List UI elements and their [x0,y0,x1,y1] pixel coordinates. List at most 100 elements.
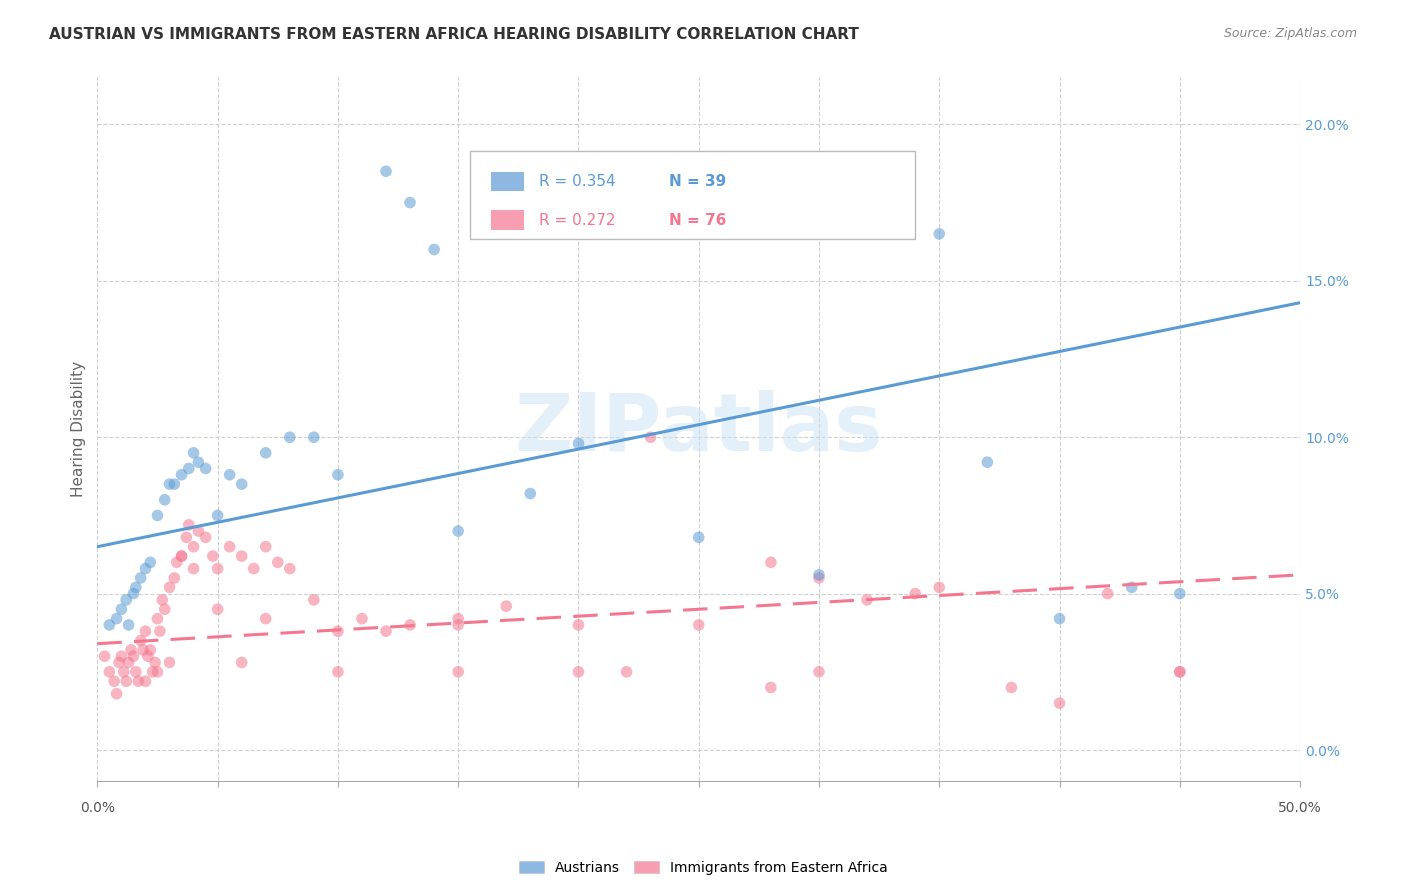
Point [110,602,132,616]
Point [183,561,205,575]
Point [170,467,193,482]
Point [187,455,209,469]
Point [112,665,135,679]
Point [231,656,253,670]
Point [122,586,145,600]
Point [136,649,159,664]
Point [399,618,422,632]
Point [125,665,148,679]
Text: 0.0%: 0.0% [80,801,115,815]
Point [159,656,181,670]
Point [688,618,710,632]
Point [177,461,200,475]
Point [326,624,349,639]
Point [1049,612,1071,626]
Point [278,561,301,575]
Point [231,549,253,563]
Point [127,674,149,689]
Point [447,524,470,538]
Point [519,486,541,500]
Text: N = 39: N = 39 [669,174,725,189]
Bar [491,172,524,192]
Point [122,649,145,664]
Point [567,665,589,679]
Point [1000,681,1022,695]
Point [616,665,638,679]
Point [207,561,229,575]
Point [267,555,290,569]
Point [149,624,172,639]
Point [177,517,200,532]
Point [166,555,188,569]
Point [1168,586,1191,600]
Point [1097,586,1119,600]
Point [176,530,198,544]
Point [278,430,301,444]
Point [194,530,217,544]
Point [163,477,186,491]
Point [150,593,173,607]
Point [207,602,229,616]
Point [129,633,152,648]
Point [183,446,205,460]
Point [207,508,229,523]
Point [326,665,349,679]
Point [807,571,830,585]
Point [129,571,152,585]
Point [134,624,156,639]
Point [567,618,589,632]
Point [159,580,181,594]
Point [194,461,217,475]
Point [807,665,830,679]
Point [302,593,325,607]
Text: ZIPatlas: ZIPatlas [515,391,883,468]
Point [447,665,470,679]
Text: R = 0.354: R = 0.354 [538,174,616,189]
Point [139,555,162,569]
Point [139,643,162,657]
Point [105,687,128,701]
Point [163,571,186,585]
Point [375,624,398,639]
Point [254,446,277,460]
Point [218,467,240,482]
Point [115,593,138,607]
Point [447,612,470,626]
FancyBboxPatch shape [470,152,915,239]
Point [350,612,373,626]
Point [1168,665,1191,679]
Point [153,602,176,616]
Point [108,656,131,670]
Point [399,195,422,210]
Point [134,674,156,689]
Point [1049,696,1071,710]
Point [187,524,209,538]
Point [242,561,264,575]
Point [183,540,205,554]
Point [231,477,253,491]
Point [856,593,879,607]
Point [98,665,121,679]
Point [326,467,349,482]
Point [254,612,277,626]
Point [153,492,176,507]
Point [170,549,193,563]
Bar [491,211,524,230]
Point [117,618,139,632]
Point [143,656,166,670]
Point [302,430,325,444]
Point [105,612,128,626]
Point [928,580,950,594]
Point [134,561,156,575]
Point [110,649,132,664]
Text: R = 0.272: R = 0.272 [538,213,616,227]
Point [117,656,139,670]
Point [146,612,169,626]
Point [146,665,169,679]
Text: N = 76: N = 76 [669,213,725,227]
Point [759,681,782,695]
Point [142,665,165,679]
Point [93,649,115,664]
Point [1121,580,1143,594]
Point [807,567,830,582]
